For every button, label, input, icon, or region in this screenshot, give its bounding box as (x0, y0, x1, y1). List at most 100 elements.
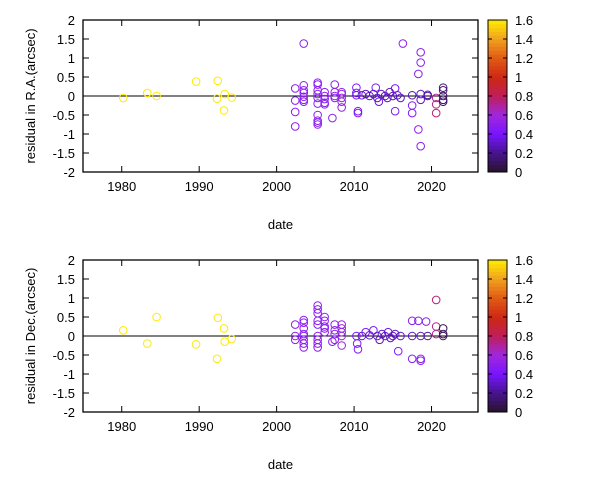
data-point (213, 313, 223, 323)
data-point (313, 305, 322, 314)
colorbar-segment (488, 168, 507, 173)
colorbar-segment (488, 298, 507, 303)
colorbar-segment (488, 328, 507, 333)
colorbar-segment (488, 320, 507, 326)
colorbar-segment (488, 305, 507, 310)
y-tick-label: 1.5 (57, 272, 75, 287)
data-point (398, 39, 408, 48)
data-point (313, 343, 322, 352)
colorbar-segment (488, 271, 507, 276)
x-tick-label: 2010 (340, 179, 369, 194)
x-tick-label: 2020 (417, 179, 446, 194)
data-point (438, 91, 448, 101)
data-point (374, 97, 384, 106)
data-point (353, 345, 363, 354)
data-point (330, 93, 340, 103)
colorbar-segment (488, 84, 507, 89)
data-point (407, 101, 417, 110)
data-point (431, 108, 441, 118)
y-axis-label: residual in R.A.(arcsec) (23, 28, 38, 163)
data-point (299, 343, 309, 352)
data-point (337, 103, 346, 112)
data-point (369, 326, 378, 335)
colorbar-segment (488, 282, 507, 288)
data-point (290, 335, 300, 345)
colorbar-segment (488, 267, 507, 272)
data-point (438, 86, 448, 95)
data-point (320, 94, 329, 104)
colorbar-segment (488, 286, 507, 291)
data-point (438, 97, 448, 106)
data-point (330, 80, 340, 89)
data-point (227, 93, 237, 102)
data-point (299, 88, 309, 98)
y-axis-label: residual in Dec.(arcsec) (23, 268, 38, 405)
data-point (220, 337, 230, 347)
colorbar-segment (488, 408, 507, 413)
data-point (390, 106, 400, 116)
data-point (290, 96, 300, 105)
data-point (290, 122, 300, 131)
data-point (353, 106, 363, 116)
colorbar-segment (488, 393, 507, 398)
colorbar-segment (488, 362, 507, 367)
data-point (416, 58, 425, 67)
data-point (407, 316, 417, 326)
data-point (383, 93, 392, 103)
colorbar-tick-label: 1.6 (515, 253, 533, 268)
data-point (313, 316, 322, 326)
data-point (337, 327, 346, 337)
y-tick-label: 0.5 (57, 310, 75, 325)
data-point (118, 93, 128, 103)
data-point (416, 354, 425, 364)
y-tick-label: -1 (63, 367, 75, 382)
data-point (416, 95, 425, 105)
colorbar-segment (488, 149, 507, 154)
colorbar-segment (488, 80, 507, 86)
colorbar-tick-label: 1.2 (515, 51, 533, 66)
data-point (213, 76, 223, 86)
data-point (353, 108, 363, 118)
data-point (299, 97, 309, 106)
colorbar-segment (488, 65, 507, 70)
colorbar-tick-label: 1.4 (515, 32, 533, 47)
colorbar-segment (488, 50, 507, 55)
data-point (337, 93, 346, 103)
data-point (152, 91, 161, 101)
colorbar-segment (488, 339, 507, 345)
data-point (431, 329, 441, 339)
colorbar-tick-label: 1 (515, 70, 522, 85)
colorbar-segment (488, 347, 507, 352)
colorbar-segment (488, 58, 507, 63)
plot-dec: 1980 1990 2000 2010 2020 -2 -1.5 -1 -0.5 0 0.5 1 1.5… (23, 253, 533, 472)
data-point (407, 90, 417, 100)
data-point (431, 322, 441, 331)
colorbar-segment (488, 366, 507, 371)
colorbar-segment (488, 156, 507, 162)
data-point (320, 91, 329, 101)
data-point (416, 141, 425, 151)
colorbar-segment (488, 103, 507, 108)
data-point (371, 83, 381, 92)
data-point (118, 326, 128, 335)
data-point (407, 331, 417, 341)
colorbar-segment (488, 20, 507, 25)
y-tick-label: -0.5 (53, 108, 75, 123)
colorbar-tick-label: 0 (515, 165, 522, 180)
colorbar-segment (488, 279, 507, 284)
data-point (337, 341, 346, 350)
colorbar-segment (488, 77, 507, 82)
x-tick-label: 2020 (417, 419, 446, 434)
data-point (313, 78, 322, 87)
colorbar-tick-label: 0.8 (515, 89, 533, 104)
data-point (414, 125, 423, 134)
data-point (416, 48, 425, 57)
plot-ra: 1980 1990 2000 2010 2020 -2 -1.5 -1 -0.5 0 0.5 1 1.5… (23, 13, 533, 232)
colorbar-segment (488, 400, 507, 405)
data-point (313, 339, 322, 348)
colorbar-tick-label: 0.2 (515, 146, 533, 161)
colorbar-tick-label: 1.2 (515, 291, 533, 306)
colorbar-tick-label: 0.6 (515, 348, 533, 363)
colorbar-segment (488, 69, 507, 74)
